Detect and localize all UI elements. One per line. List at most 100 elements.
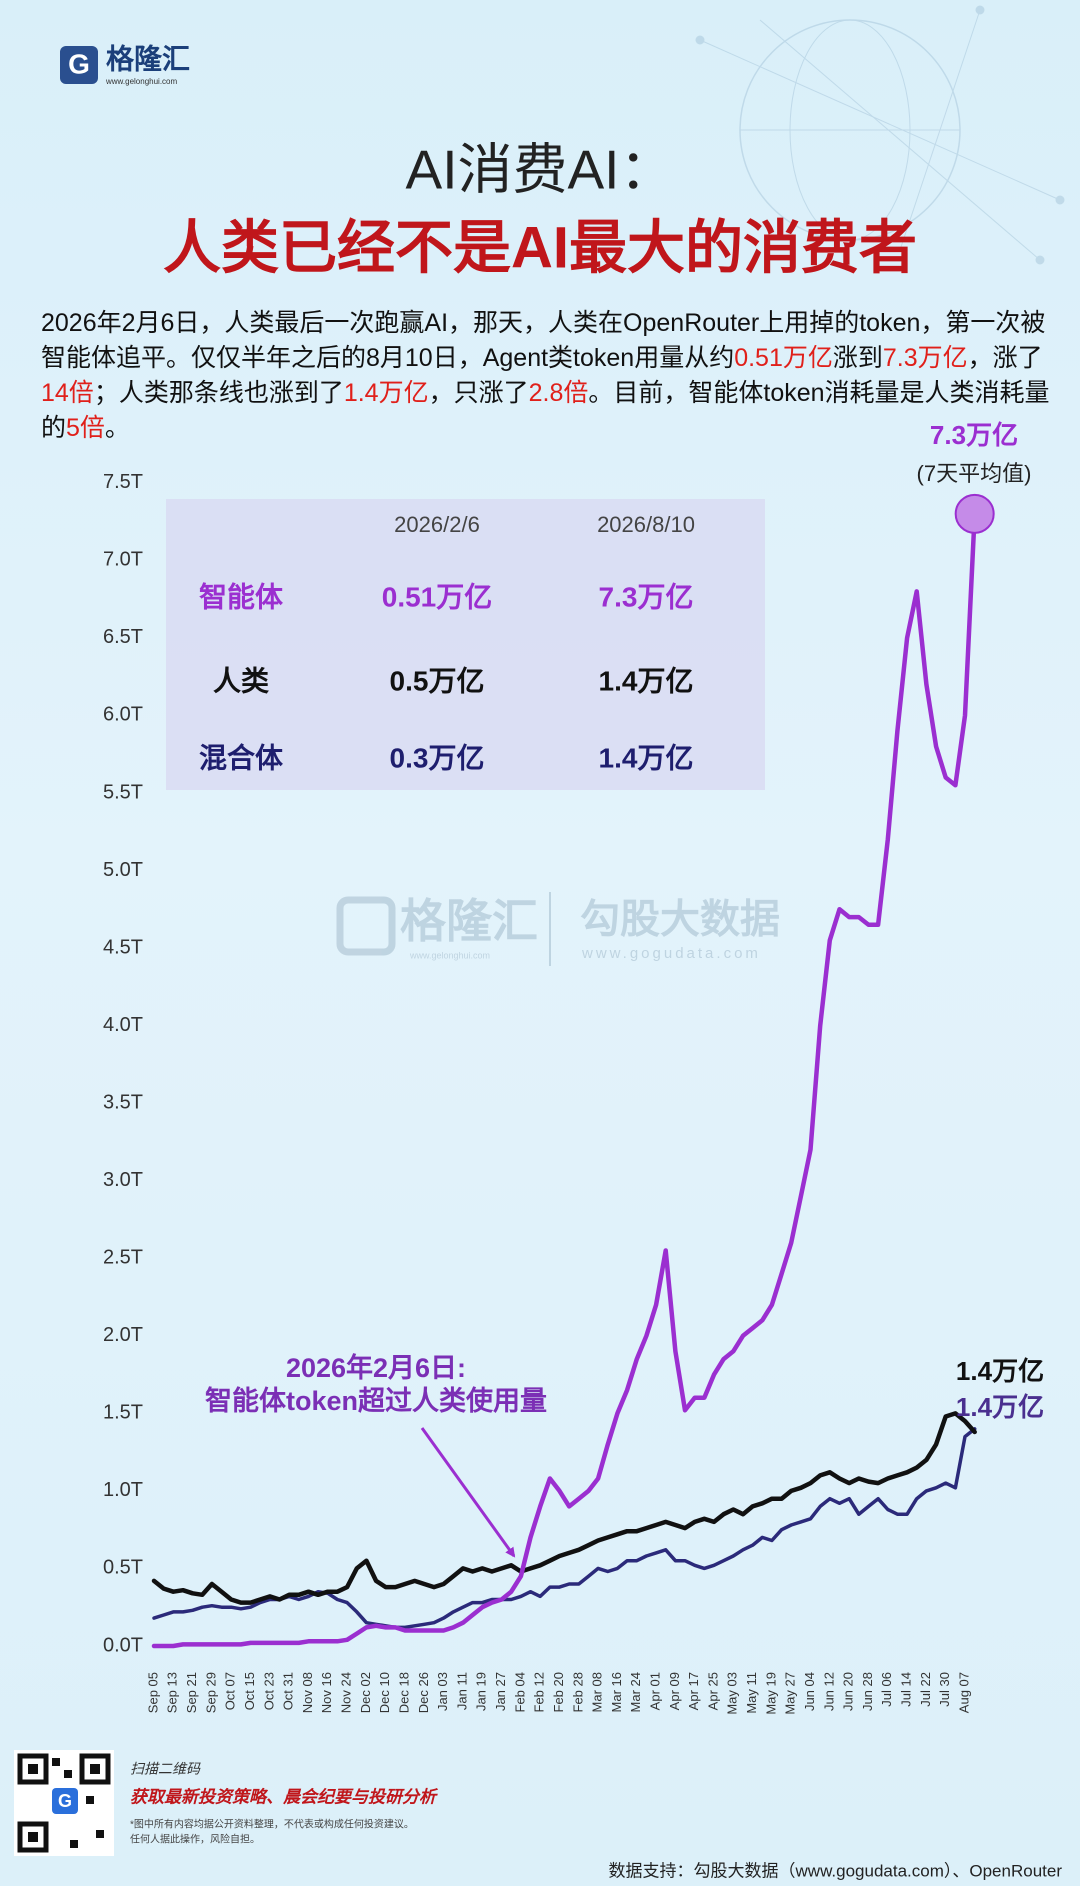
callout-text: 2026年2月6日: [286, 1352, 466, 1383]
callout-text: 智能体token超过人类使用量 [205, 1385, 547, 1416]
footer-disclaimer: *图中所有内容均据公开资料整理，不代表或构成任何投资建议。 [130, 1818, 414, 1831]
x-tick-label: Jul 30 [937, 1672, 952, 1707]
highlight-text: 0.51万亿 [734, 344, 833, 372]
watermark: 格隆汇 www.gelonghui.com 勾股大数据 www.gogudata… [336, 892, 780, 966]
highlight-text: 1.4万亿 [343, 379, 429, 407]
subtitle: 人类已经不是AI最大的消费者 [163, 215, 917, 280]
svg-text:G: G [58, 1791, 72, 1811]
y-tick-label: 4.5T [103, 936, 143, 958]
y-tick-label: 7.5T [103, 471, 143, 493]
column-header: 2026/8/10 [597, 512, 695, 537]
y-tick-label: 6.5T [103, 626, 143, 648]
x-tick-label: Oct 15 [242, 1672, 257, 1710]
x-tick-label: Feb 04 [512, 1672, 527, 1712]
highlight-text: 7.3万亿 [882, 344, 968, 372]
logo: G 格隆汇 www.gelonghui.com [60, 43, 190, 86]
footer-promo: 获取最新投资策略、晨会纪要与投研分析 [130, 1787, 439, 1806]
watermark-partner: 勾股大数据 [580, 898, 780, 942]
y-tick-label: 6.0T [103, 704, 143, 726]
x-tick-label: Jan 03 [435, 1672, 450, 1711]
x-tick-label: Sep 29 [203, 1672, 218, 1713]
highlight-text: 2.8倍 [528, 379, 589, 407]
x-tick-label: Nov 16 [319, 1672, 334, 1713]
intro-segment: ；人类那条线也涨到了 [93, 379, 344, 407]
intro-segment: 。 [104, 414, 130, 442]
x-tick-label: Dec 18 [396, 1672, 411, 1713]
x-tick-label: Oct 31 [281, 1672, 296, 1710]
x-tick-label: Jul 22 [918, 1672, 933, 1707]
y-tick-label: 0.0T [103, 1634, 143, 1656]
table-cell: 0.3万亿 [390, 742, 485, 773]
column-header: 2026/2/6 [394, 512, 480, 537]
watermark-site: www.gelonghui.com [409, 950, 490, 960]
source: 数据支持：勾股大数据（www.gogudata.com）、OpenRouter [609, 1861, 1063, 1880]
intro-segment: 涨到 [832, 344, 883, 372]
logo-site: www.gelonghui.com [105, 77, 177, 86]
x-tick-label: Apr 25 [705, 1672, 720, 1710]
x-tick-label: Feb 12 [532, 1672, 547, 1712]
table-cell: 0.51万亿 [382, 581, 493, 612]
x-tick-label: Sep 13 [165, 1672, 180, 1713]
x-tick-label: Aug 07 [956, 1672, 971, 1713]
x-tick-label: Mar 08 [590, 1672, 605, 1712]
x-tick-label: Oct 07 [223, 1672, 238, 1710]
end-marker [954, 493, 995, 534]
footer-disclaimer: 任何人据此操作，风险自担。 [130, 1833, 260, 1846]
plot: 0.0T 0.5T 1.0T 1.5T 2.0T 2.5T 3.0T 3.5T 4.0T 4.5T… [103, 420, 1044, 1715]
x-tick-label: Jul 14 [899, 1672, 914, 1707]
row-label: 人类 [213, 665, 269, 696]
x-tick-label: Sep 05 [145, 1672, 160, 1713]
qr-code: G [14, 1750, 114, 1856]
title: AI消费AI： [406, 139, 675, 201]
highlight-text: 5倍 [66, 414, 105, 442]
series-line [151, 511, 977, 1649]
x-tick-label: Jun 12 [821, 1672, 836, 1711]
y-tick-label: 0.5T [103, 1557, 143, 1579]
x-tick-label: Mar 16 [609, 1672, 624, 1712]
table-cell: 1.4万亿 [599, 665, 694, 696]
table-cell: 0.5万亿 [390, 665, 485, 696]
table-cell: 7.3万亿 [599, 581, 694, 612]
footer-scan: 扫描二维码 [130, 1761, 201, 1777]
series-line [151, 1411, 977, 1605]
x-tick-label: Nov 08 [300, 1672, 315, 1713]
row-label: 智能体 [199, 581, 284, 612]
x-tick-label: Jan 11 [454, 1672, 469, 1710]
y-tick-label: 5.0T [103, 859, 143, 881]
globe-decoration [695, 5, 1065, 265]
x-tick-label: Feb 28 [570, 1672, 585, 1712]
intro-segment: 2026年2月6日，人类最后一次跑赢AI，那天，人类在OpenRouter上用掉… [41, 309, 1046, 372]
x-tick-label: Jan 19 [474, 1672, 489, 1711]
intro-segment: 。目前，智能体token消耗量是人类消耗量的 [41, 379, 1050, 442]
end-label: 7.3万亿 [930, 420, 1018, 450]
x-tick-label: Feb 20 [551, 1672, 566, 1712]
logo-text: 格隆汇 [106, 43, 190, 74]
watermark-logo: 格隆汇 [400, 895, 538, 947]
watermark-partner-site: www.gogudata.com [581, 945, 761, 962]
y-tick-label: 5.5T [103, 781, 143, 803]
y-tick-label: 7.0T [103, 549, 143, 571]
y-tick-label: 2.0T [103, 1324, 143, 1346]
table-cell: 1.4万亿 [599, 742, 694, 773]
x-tick-label: Jun 28 [860, 1672, 875, 1711]
x-tick-label: Apr 09 [667, 1672, 682, 1710]
x-tick-label: Apr 17 [686, 1672, 701, 1710]
x-tick-label: Jan 27 [493, 1672, 508, 1711]
end-note: (7天平均值) [917, 461, 1032, 486]
x-tick-label: Dec 10 [377, 1672, 392, 1713]
intro-segment: ，只涨了 [428, 379, 529, 407]
callout-arrow [420, 1427, 516, 1558]
row-label: 混合体 [199, 741, 284, 773]
y-tick-label: 1.5T [103, 1402, 143, 1424]
y-tick-label: 3.0T [103, 1169, 143, 1191]
svg-text:G: G [68, 48, 90, 79]
x-tick-label: Mar 24 [628, 1672, 643, 1712]
highlight-text: 14倍 [41, 379, 94, 407]
end-label: 1.4万亿 [956, 1392, 1044, 1422]
x-tick-label: May 03 [725, 1672, 740, 1715]
x-tick-label: May 27 [783, 1672, 798, 1715]
x-tick-label: Dec 02 [358, 1672, 373, 1713]
intro-segment: ，涨了 [967, 344, 1043, 372]
